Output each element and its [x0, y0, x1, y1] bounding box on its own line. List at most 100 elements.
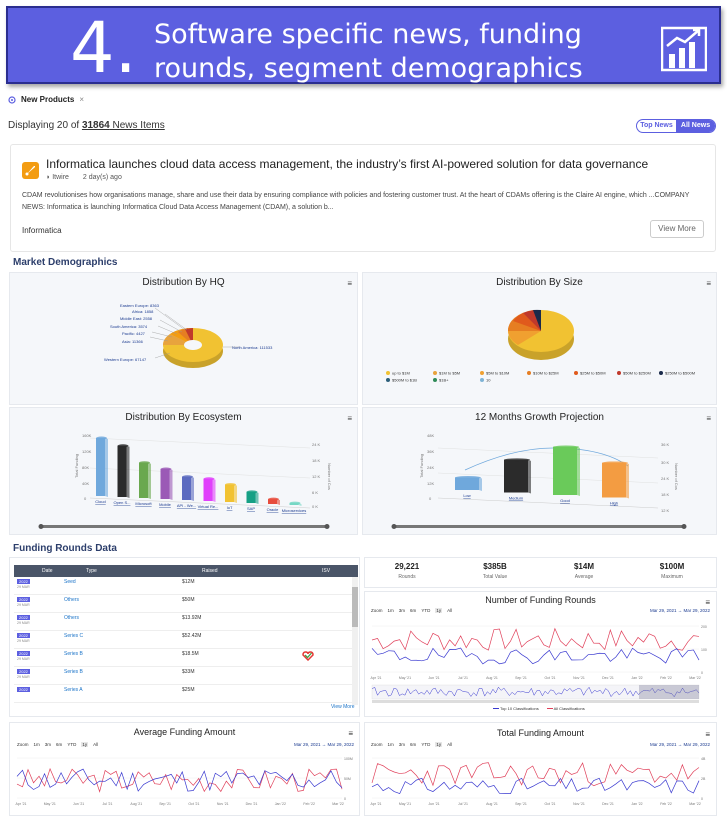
menu-icon[interactable]: ≡	[705, 730, 710, 739]
bar[interactable]	[504, 459, 528, 493]
zoom-3m[interactable]: 3m	[398, 608, 406, 613]
size-legend-item[interactable]: $500M to $1B	[392, 378, 417, 383]
bar[interactable]	[455, 477, 479, 490]
zoom-all[interactable]: All	[447, 608, 453, 613]
bar[interactable]	[553, 447, 577, 495]
row-type[interactable]: Seed	[64, 579, 76, 585]
bar-label[interactable]: High	[610, 501, 618, 506]
date-range[interactable]: Mar 29, 2021 → Mar 29, 2022	[650, 742, 711, 747]
scroll-handle-right[interactable]	[681, 524, 687, 529]
bar-label[interactable]: Mobile	[159, 502, 172, 507]
range-scrollbar[interactable]	[393, 525, 685, 528]
size-legend-item[interactable]: up to $1M	[392, 371, 410, 376]
table-row[interactable]: 2022 29 MAR Others $13.92M	[14, 613, 358, 631]
zoom-1m[interactable]: 1m	[387, 742, 394, 747]
scroll-handle-right[interactable]	[324, 524, 330, 529]
bar[interactable]	[203, 478, 213, 501]
table-row[interactable]: 2022 29 MAR Series C $52.42M	[14, 631, 358, 649]
size-legend-item[interactable]: $50M to $250M	[623, 371, 651, 376]
col-type[interactable]: Type	[86, 568, 97, 574]
bar[interactable]	[96, 438, 105, 496]
view-more-button[interactable]: View More	[650, 220, 704, 238]
legend-item-all[interactable]: All Classifications	[546, 706, 585, 711]
table-view-more[interactable]: View More	[331, 704, 355, 710]
row-type[interactable]: Series B	[64, 669, 83, 675]
size-legend-item[interactable]: $10M to $25M	[533, 371, 559, 376]
table-row[interactable]: 2022 29 MAR Series B $33M	[14, 667, 358, 685]
zoom-ytd[interactable]: YTD	[421, 742, 431, 747]
filter-chip[interactable]: New Products ×	[8, 95, 84, 104]
navigator-selection[interactable]	[639, 685, 699, 699]
bar[interactable]	[246, 491, 256, 503]
zoom-6m[interactable]: 6m	[410, 608, 417, 613]
size-legend-item[interactable]: $25M to $50M	[580, 371, 606, 376]
menu-icon[interactable]: ≡	[347, 414, 352, 423]
table-row[interactable]: 2022 29 MAR Series B $18.5M	[14, 649, 358, 667]
col-date[interactable]: Date	[42, 568, 53, 574]
bar[interactable]	[602, 462, 626, 498]
size-legend-item[interactable]: 10	[486, 378, 491, 383]
date-range[interactable]: Mar 29, 2021 → Mar 29, 2022	[294, 742, 355, 747]
bar[interactable]	[117, 445, 127, 497]
series-all[interactable]	[371, 762, 700, 787]
size-legend-item[interactable]: $1M to $5M	[439, 371, 460, 376]
zoom-6m[interactable]: 6m	[410, 742, 417, 747]
col-raised[interactable]: Raised	[202, 568, 218, 574]
size-legend-item[interactable]: $5M to $10M	[486, 371, 509, 376]
scroll-handle-left[interactable]	[391, 524, 397, 529]
menu-icon[interactable]: ≡	[348, 729, 353, 738]
zoom-all[interactable]: All	[93, 742, 99, 747]
zoom-all[interactable]: All	[447, 742, 453, 747]
range-scrollbar[interactable]	[40, 525, 328, 528]
zoom-ytd[interactable]: YTD	[67, 742, 77, 747]
legend-item-top10[interactable]: Top 10 Classifications	[493, 706, 539, 711]
table-row[interactable]: 2022 Series A $25M	[14, 685, 358, 703]
news-headline[interactable]: Informatica launches cloud data access m…	[46, 157, 649, 171]
series-all[interactable]	[16, 767, 343, 793]
bar-label[interactable]: Microservices	[282, 508, 306, 513]
bar[interactable]	[225, 484, 234, 502]
row-isv[interactable]	[302, 651, 342, 663]
zoom-3m[interactable]: 3m	[398, 742, 406, 747]
bar-label[interactable]: Oracle	[267, 507, 280, 512]
zoom-1m[interactable]: 1m	[33, 742, 40, 747]
series-top10[interactable]	[371, 777, 700, 795]
size-legend-item[interactable]: $250M to $500M	[665, 371, 695, 376]
table-scrollbar[interactable]	[352, 577, 358, 705]
series-top10[interactable]	[16, 768, 343, 792]
all-news-tab[interactable]: All News	[676, 120, 715, 132]
close-icon[interactable]: ×	[79, 95, 85, 104]
bar-label[interactable]: IoT	[227, 505, 233, 510]
menu-icon[interactable]: ≡	[706, 414, 711, 423]
bar-label[interactable]: Open S...	[114, 500, 131, 505]
bar[interactable]	[139, 462, 148, 498]
series-top10[interactable]	[371, 647, 700, 665]
bar-label[interactable]: Virtual Re...	[198, 504, 219, 509]
series-all[interactable]	[371, 627, 700, 651]
bar-label[interactable]: API - We...	[177, 503, 196, 508]
bar-label[interactable]: SAP	[247, 506, 255, 511]
top-news-tab[interactable]: Top News	[640, 122, 673, 129]
zoom-6m[interactable]: 6m	[56, 742, 63, 747]
zoom-ytd[interactable]: YTD	[421, 608, 431, 613]
table-row[interactable]: 2022 29 MAR Others $50M	[14, 595, 358, 613]
col-isv[interactable]: ISV	[322, 568, 331, 574]
navigator[interactable]	[371, 684, 700, 700]
size-legend-item[interactable]: $1B+	[439, 378, 449, 383]
date-range[interactable]: Mar 29, 2021 → Mar 29, 2022	[650, 608, 711, 613]
menu-icon[interactable]: ≡	[347, 279, 352, 288]
menu-icon[interactable]: ≡	[706, 279, 711, 288]
row-type[interactable]: Others	[64, 615, 80, 621]
zoom-1y[interactable]: 1y	[435, 608, 443, 613]
bar-label[interactable]: Microsoft	[135, 501, 152, 506]
row-type[interactable]: Series C	[64, 633, 84, 639]
bar[interactable]	[268, 499, 277, 504]
zoom-1y[interactable]: 1y	[81, 742, 89, 747]
navigator-scrollbar[interactable]	[372, 700, 699, 703]
bar-label[interactable]: Good	[560, 498, 570, 503]
zoom-1y[interactable]: 1y	[435, 742, 443, 747]
bar-label[interactable]: Cloud	[95, 499, 105, 504]
menu-icon[interactable]: ≡	[705, 598, 710, 607]
bar[interactable]	[182, 476, 191, 500]
row-type[interactable]: Series B	[64, 651, 83, 657]
